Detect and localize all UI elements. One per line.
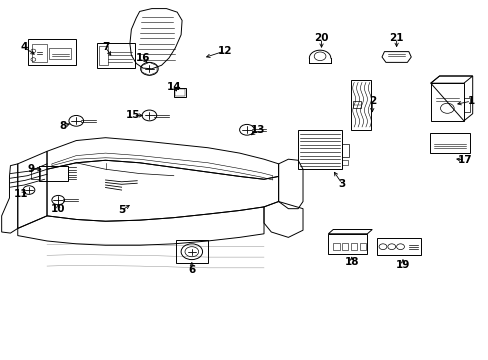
Bar: [176, 240, 207, 263]
Text: 16: 16: [136, 53, 150, 63]
Bar: [97, 43, 135, 68]
Text: 8: 8: [60, 121, 66, 131]
Text: 4: 4: [20, 42, 28, 52]
Text: 10: 10: [51, 204, 65, 214]
Text: 14: 14: [166, 82, 181, 92]
Text: 9: 9: [27, 164, 35, 174]
Bar: [463, 98, 469, 112]
Bar: [175, 89, 184, 96]
Bar: [376, 238, 420, 255]
Bar: [328, 234, 366, 253]
Bar: [341, 159, 347, 165]
Bar: [352, 101, 360, 108]
Text: 13: 13: [250, 125, 265, 135]
Bar: [173, 88, 185, 97]
Bar: [32, 44, 47, 62]
Text: 2: 2: [368, 96, 375, 106]
Bar: [350, 243, 356, 250]
Text: 15: 15: [126, 111, 140, 121]
Bar: [49, 48, 71, 59]
Bar: [332, 243, 339, 250]
Bar: [39, 166, 68, 181]
Text: 19: 19: [395, 260, 409, 270]
Bar: [341, 243, 347, 250]
Text: 20: 20: [314, 33, 328, 43]
Bar: [429, 134, 469, 153]
Text: 7: 7: [102, 42, 109, 52]
Text: 3: 3: [338, 179, 345, 189]
Text: 5: 5: [118, 206, 125, 216]
Bar: [359, 243, 365, 250]
Text: 12: 12: [217, 46, 232, 56]
Text: 21: 21: [388, 33, 403, 43]
Text: 18: 18: [344, 257, 358, 267]
Text: 6: 6: [188, 265, 195, 275]
Text: 1: 1: [467, 96, 474, 106]
Bar: [31, 168, 40, 179]
Bar: [99, 45, 108, 65]
Text: 17: 17: [457, 155, 471, 165]
Bar: [27, 40, 76, 65]
Text: 11: 11: [14, 189, 28, 199]
